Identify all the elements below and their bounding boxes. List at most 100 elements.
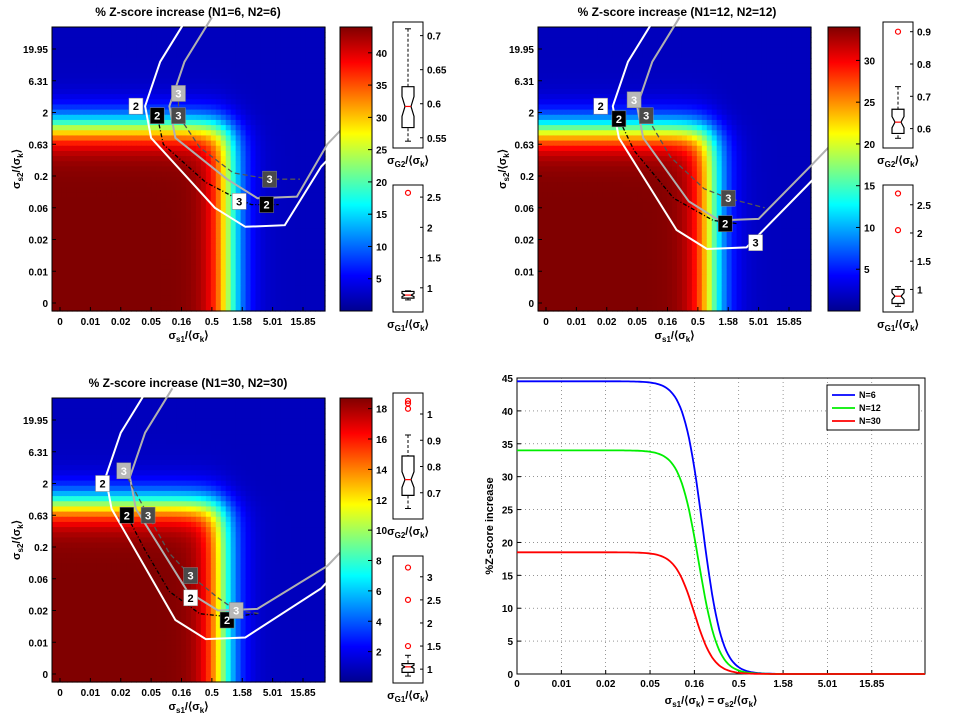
heat-cell xyxy=(716,171,723,178)
heat-cell xyxy=(106,63,113,69)
heat-cell xyxy=(166,161,172,168)
heat-cell xyxy=(701,104,708,111)
heat-cell xyxy=(126,300,133,307)
heat-cell xyxy=(796,130,802,137)
heat-cell xyxy=(632,135,638,142)
heat-cell xyxy=(190,223,197,229)
heat-cell xyxy=(151,243,157,250)
heat-cell xyxy=(171,269,177,276)
heat-cell xyxy=(711,119,718,126)
heat-cell xyxy=(592,130,599,137)
heat-cell xyxy=(285,119,291,126)
heat-cell xyxy=(205,223,212,229)
heat-cell xyxy=(736,135,743,142)
heat-cell xyxy=(235,290,242,297)
heat-cell xyxy=(538,83,544,90)
heat-cell xyxy=(786,52,792,59)
heat-cell xyxy=(300,249,306,255)
heat-cell xyxy=(776,63,782,69)
heat-cell xyxy=(721,68,728,75)
heat-cell xyxy=(190,228,197,235)
heat-cell xyxy=(305,238,311,245)
heat-cell xyxy=(245,290,252,297)
heat-cell xyxy=(195,161,202,168)
heat-cell xyxy=(572,156,579,162)
heat-cell xyxy=(691,166,698,173)
heat-cell xyxy=(91,114,98,121)
heat-cell xyxy=(240,99,247,106)
heat-cell xyxy=(161,32,167,38)
heat-cell xyxy=(667,156,673,162)
heat-cell xyxy=(81,264,88,271)
heat-cell xyxy=(542,114,549,121)
heat-cell xyxy=(716,42,723,49)
heat-cell xyxy=(731,32,738,38)
heat-cell xyxy=(91,99,98,106)
heat-cell xyxy=(582,197,589,204)
heat-cell xyxy=(190,233,197,240)
heat-cell xyxy=(796,88,802,95)
heat-cell xyxy=(552,192,559,198)
heat-cell xyxy=(260,99,267,106)
heat-cell xyxy=(230,104,237,111)
heat-cell xyxy=(171,207,177,214)
heat-cell xyxy=(577,145,584,152)
heat-cell xyxy=(255,259,262,266)
heat-cell xyxy=(320,73,326,80)
heat-cell xyxy=(280,238,286,245)
heat-cell xyxy=(250,130,257,137)
heat-cell xyxy=(245,280,252,286)
heat-cell xyxy=(265,166,271,173)
heat-cell xyxy=(726,114,733,121)
heat-cell xyxy=(61,212,68,219)
heat-cell xyxy=(101,119,108,126)
heat-cell xyxy=(260,57,267,64)
heat-cell xyxy=(701,83,708,90)
heat-cell xyxy=(736,119,743,126)
heat-cell xyxy=(691,145,698,152)
heat-cell xyxy=(195,197,202,204)
heat-cell xyxy=(696,135,703,142)
heat-cell xyxy=(111,119,118,126)
heat-cell xyxy=(647,83,653,90)
heat-cell xyxy=(190,280,197,286)
heat-cell xyxy=(200,228,207,235)
heat-cell xyxy=(91,233,98,240)
heat-cell xyxy=(285,32,291,38)
heat-cell xyxy=(106,259,113,266)
heat-cell xyxy=(557,47,564,54)
heat-cell xyxy=(627,161,633,168)
heat-cell xyxy=(205,218,212,224)
heat-cell xyxy=(691,73,698,80)
heat-cell xyxy=(315,295,321,302)
heat-cell xyxy=(538,63,544,69)
heat-cell xyxy=(305,83,311,90)
heat-cell xyxy=(235,218,242,224)
heat-cell xyxy=(166,187,172,193)
heat-cell xyxy=(572,94,579,100)
label-part: G2 xyxy=(395,160,406,169)
heat-cell xyxy=(255,32,262,38)
heat-cell xyxy=(726,145,733,152)
heat-cell xyxy=(181,202,187,209)
heat-cell xyxy=(676,42,683,49)
heat-cell xyxy=(161,249,167,255)
heat-cell xyxy=(250,156,257,162)
heat-cell xyxy=(696,109,703,116)
heat-cell xyxy=(176,140,182,147)
heat-cell xyxy=(111,140,118,147)
heat-cell xyxy=(320,187,326,193)
heat-cell xyxy=(136,57,142,64)
heat-cell xyxy=(295,290,301,297)
heat-cell xyxy=(691,104,698,111)
heat-cell xyxy=(806,57,812,64)
heat-cell xyxy=(230,42,237,49)
heat-cell xyxy=(141,181,147,188)
heat-cell xyxy=(275,212,281,219)
heat-cell xyxy=(305,104,311,111)
heat-cell xyxy=(166,305,172,312)
heat-cell xyxy=(141,57,147,64)
heat-cell xyxy=(186,192,192,198)
heat-cell xyxy=(220,192,227,198)
heat-cell xyxy=(552,73,559,80)
